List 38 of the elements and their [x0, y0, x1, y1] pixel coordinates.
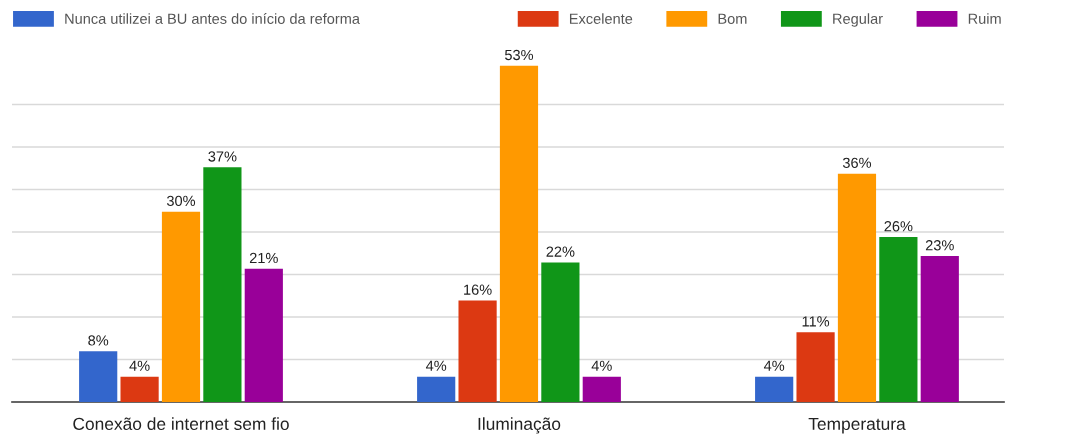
legend-label: Excelente [569, 13, 633, 24]
bar [920, 256, 959, 402]
data-label: 26% [884, 221, 913, 232]
bar [79, 351, 118, 402]
bar [120, 376, 159, 402]
data-label: 4% [425, 360, 447, 371]
bar [203, 167, 242, 402]
bar [161, 211, 201, 402]
data-label: 4% [591, 360, 612, 371]
x-tick-label: Temperatura [808, 417, 906, 434]
data-label: 8% [88, 335, 109, 346]
data-label: 37% [208, 151, 237, 162]
bar [755, 376, 794, 402]
data-label: 16% [464, 284, 492, 295]
data-label: 53% [504, 49, 534, 61]
x-tick-label: Iluminação [478, 417, 561, 434]
data-label: 21% [249, 252, 278, 264]
legend-label: Regular [833, 13, 883, 27]
data-label: 4% [763, 360, 785, 371]
data-label: 36% [842, 157, 872, 168]
bar [244, 268, 283, 402]
data-label: 4% [129, 360, 150, 371]
data-label: 23% [925, 240, 954, 251]
data-label: 30% [166, 195, 196, 207]
legend-label: Bom [718, 13, 747, 24]
bar [582, 376, 621, 402]
bar [499, 65, 539, 402]
data-label: 22% [546, 246, 575, 257]
bar [879, 237, 918, 402]
bar [417, 376, 456, 402]
bar [796, 332, 835, 402]
bar [837, 173, 877, 402]
bar [541, 262, 580, 402]
data-label: 11% [802, 316, 830, 327]
legend-label: Nunca utilizei a BU antes do início da reforma [65, 13, 360, 24]
bar [458, 300, 497, 402]
x-tick-label: Conexão de internet sem fio [73, 417, 289, 431]
legend-label: Ruim [968, 13, 1001, 24]
